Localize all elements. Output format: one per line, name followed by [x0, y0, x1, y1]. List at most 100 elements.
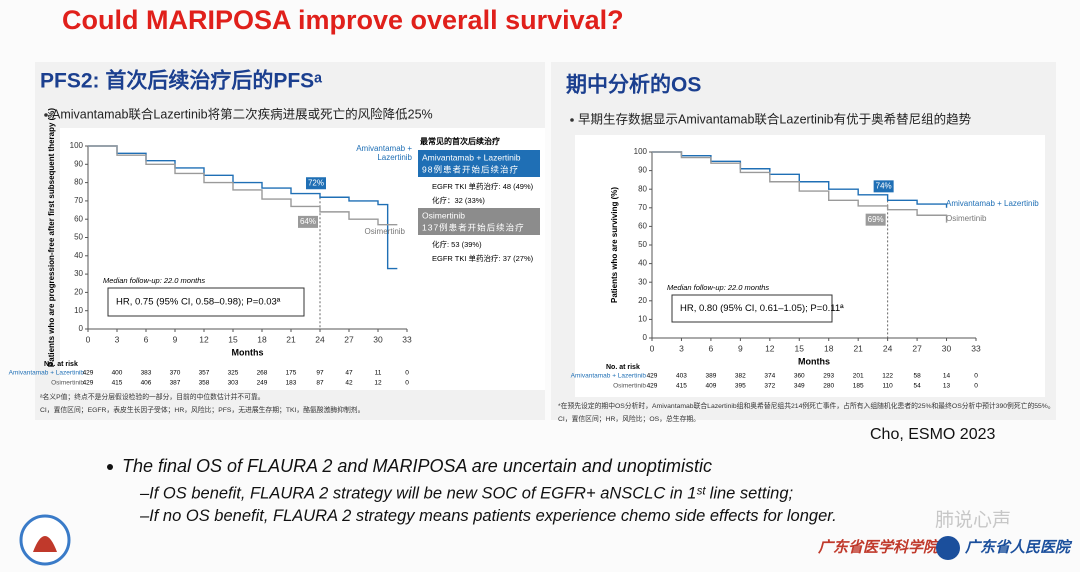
chart-title: 期中分析的OS	[566, 73, 701, 97]
at-risk-count: 175	[286, 370, 297, 377]
y-axis-label: Patients who are surviving (%)	[610, 187, 619, 303]
x-tick-label: 21	[853, 343, 863, 353]
value-label: 72%	[308, 178, 324, 187]
at-risk-count: 387	[170, 380, 181, 387]
y-tick-label: 10	[638, 315, 647, 324]
value-label: 74%	[876, 181, 892, 190]
at-risk-count: 382	[735, 373, 746, 380]
logo-left-icon	[33, 536, 57, 552]
series-label-wrap: Osimertinib	[946, 214, 986, 223]
at-risk-count: 110	[882, 383, 893, 390]
at-risk-count: 325	[228, 370, 239, 377]
x-tick-label: 9	[173, 334, 178, 344]
hr-box	[671, 294, 833, 323]
x-tick-label: 27	[344, 334, 354, 344]
median-note: Median follow-up: 22.0 months	[103, 276, 205, 285]
group-row: 化疗：32 (33%)	[432, 195, 485, 205]
at-risk-count: 0	[974, 383, 978, 390]
at-risk-count: 87	[316, 380, 324, 387]
x-tick-label: 33	[402, 334, 412, 344]
y-tick-label: 0	[643, 333, 648, 342]
value-label-box	[865, 213, 886, 226]
x-tick-label: 18	[824, 343, 834, 353]
at-risk-count: 268	[257, 370, 268, 377]
bullet-dot	[107, 464, 113, 470]
x-tick-label: 6	[144, 334, 149, 344]
group-row: EGFR TKI 单药治疗: 37 (27%)	[432, 253, 534, 263]
at-risk-count: 409	[705, 383, 716, 390]
bullet-dot	[570, 118, 574, 122]
y-tick-label: 20	[638, 296, 647, 305]
group-count: 98例患者开始后续治疗	[422, 164, 519, 174]
x-tick-label: 3	[115, 334, 120, 344]
at-risk-count: 357	[199, 370, 210, 377]
x-tick-label: 30	[373, 334, 383, 344]
y-tick-label: 70	[638, 203, 647, 212]
at-risk-count: 400	[112, 370, 123, 377]
at-risk-count: 280	[823, 383, 834, 390]
group-header	[418, 150, 540, 177]
x-tick-label: 6	[709, 343, 714, 353]
at-risk-count: 429	[647, 383, 658, 390]
at-risk-count: 249	[257, 380, 268, 387]
at-risk-count: 122	[882, 373, 893, 380]
chart-subtitle: Amivantamab联合Lazertinib将第二次疾病进展或死亡的风险降低2…	[52, 106, 433, 121]
series-label-wrap: Amivantamab + Lazertinib	[946, 199, 1039, 208]
x-tick-label: 27	[912, 343, 922, 353]
y-tick-label: 40	[638, 259, 647, 268]
at-risk-count: 429	[83, 370, 94, 377]
at-risk-count: 360	[794, 373, 805, 380]
at-risk-name: Amivantamab + Lazertinib	[9, 370, 85, 377]
km-curve	[652, 151, 948, 223]
bullet-main: The final OS of FLAURA 2 and MARIPOSA ar…	[122, 456, 712, 476]
at-risk-count: 54	[913, 383, 921, 390]
at-risk-count: 383	[141, 370, 152, 377]
x-tick-label: 24	[883, 343, 893, 353]
x-tick-label: 15	[795, 343, 805, 353]
at-risk-count: 0	[405, 380, 409, 387]
at-risk-count: 13	[943, 383, 951, 390]
at-risk-name: Osimertinib	[51, 380, 84, 387]
footnote: CI，置信区间；EGFR，表皮生长因子受体；HR，风险比；PFS，无进展生存期；…	[40, 405, 364, 414]
series-label-wrap: Osimertinib	[365, 227, 405, 236]
y-tick-label: 60	[74, 214, 83, 223]
y-axis-label: Patients who are progression-free after …	[47, 108, 56, 368]
citation: Cho, ESMO 2023	[870, 426, 996, 443]
at-risk-count: 97	[316, 370, 324, 377]
value-label-box	[306, 177, 326, 190]
chart-subtitle: 早期生存数据显示Amivantamab联合Lazertinib有优于奥希替尼组的…	[578, 111, 972, 126]
group-row: EGFR TKI 单药治疗: 48 (49%)	[432, 181, 534, 191]
series-label-wrap: Amivantamab + Lazertinib	[356, 144, 412, 162]
logo-text-right: 广东省人民医院	[964, 538, 1073, 556]
hr-text: HR, 0.75 (95% CI, 0.58–0.98); P=0.03ª	[116, 297, 281, 308]
at-risk-count: 58	[913, 373, 921, 380]
group-name: Osimertinib	[422, 210, 465, 220]
chart-title: PFS2: 首次后续治疗后的PFSᵃ	[40, 69, 322, 93]
x-tick-label: 33	[971, 343, 981, 353]
y-tick-label: 80	[638, 184, 647, 193]
y-tick-label: 50	[638, 240, 647, 249]
x-tick-label: 12	[765, 343, 775, 353]
group-name: Amivantamab + Lazertinib	[422, 152, 521, 162]
y-tick-label: 30	[74, 269, 83, 278]
at-risk-count: 12	[374, 380, 382, 387]
at-risk-count: 389	[705, 373, 716, 380]
at-risk-title: No. at risk	[44, 361, 78, 368]
at-risk-count: 185	[853, 383, 864, 390]
at-risk-count: 183	[286, 380, 297, 387]
at-risk-count: 47	[345, 370, 353, 377]
footnote: CI，置信区间；HR，风险比；OS，总生存期。	[558, 414, 700, 423]
at-risk-count: 374	[764, 373, 775, 380]
at-risk-count: 395	[735, 383, 746, 390]
y-tick-label: 80	[74, 178, 83, 187]
at-risk-count: 403	[676, 373, 687, 380]
x-axis-label: Months	[232, 347, 264, 357]
at-risk-count: 11	[375, 370, 382, 377]
x-tick-label: 18	[257, 334, 267, 344]
at-risk-title: No. at risk	[606, 364, 640, 371]
x-tick-label: 15	[228, 334, 238, 344]
group-row: 化疗: 53 (39%)	[432, 239, 482, 249]
x-tick-label: 9	[738, 343, 743, 353]
group-header	[418, 208, 540, 235]
at-risk-count: 303	[228, 380, 239, 387]
